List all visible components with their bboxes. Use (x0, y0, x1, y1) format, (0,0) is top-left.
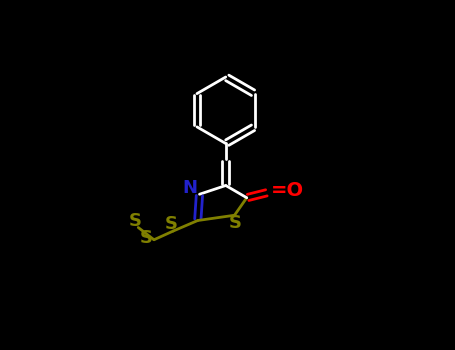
Text: S: S (128, 212, 141, 230)
Text: =O: =O (271, 181, 304, 200)
Text: N: N (182, 179, 197, 197)
Text: S: S (165, 215, 178, 233)
Text: S: S (140, 229, 153, 247)
Text: S: S (229, 214, 242, 232)
